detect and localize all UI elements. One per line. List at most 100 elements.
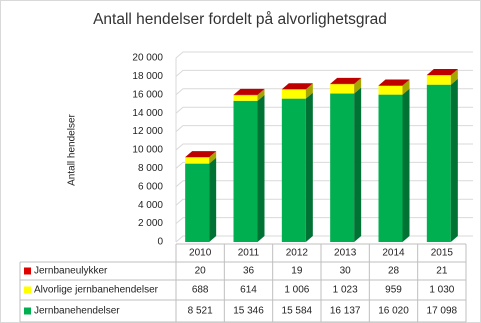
x-tick-label: 2012 <box>286 248 309 259</box>
bar <box>233 94 265 242</box>
bar-front <box>281 98 306 242</box>
bar-side <box>402 79 410 95</box>
bar-top <box>185 151 217 158</box>
bar <box>233 88 265 96</box>
data-label: 30 <box>340 266 352 277</box>
y-tick-label: 0 <box>157 237 163 248</box>
bar-front <box>426 75 451 85</box>
data-label: 15 584 <box>282 306 313 317</box>
grid-line <box>175 161 473 169</box>
bar <box>426 69 458 85</box>
bar-front <box>233 95 258 101</box>
bar-side <box>257 94 265 242</box>
bar-side <box>450 69 458 85</box>
data-label: 28 <box>388 266 400 277</box>
bar <box>330 87 362 242</box>
data-label: 1 006 <box>284 285 309 296</box>
bar <box>281 92 313 242</box>
bar-side <box>354 78 362 94</box>
bar-side <box>402 79 410 86</box>
y-tick-label: 16 000 <box>132 89 163 100</box>
bar-side <box>354 87 362 242</box>
y-tick-label: 14 000 <box>132 108 163 119</box>
bar-side <box>450 69 458 76</box>
bar <box>185 151 217 164</box>
y-tick-label: 2 000 <box>138 218 163 229</box>
x-tick-label: 2015 <box>431 248 454 259</box>
bar-side <box>450 78 458 243</box>
bar-side <box>402 88 410 242</box>
bar-side <box>354 77 362 85</box>
data-label: 614 <box>240 285 257 296</box>
legend-label: Jernbanehendelser <box>34 306 120 317</box>
bar-front <box>233 100 258 242</box>
bar-side <box>209 157 217 242</box>
data-label: 17 098 <box>427 306 458 317</box>
grid-line <box>175 88 473 96</box>
data-label: 8 521 <box>188 306 213 317</box>
grid-line <box>175 106 473 114</box>
data-label: 688 <box>192 285 209 296</box>
bar-side <box>209 151 217 158</box>
bar-front <box>185 163 210 242</box>
grid-line <box>175 69 473 77</box>
y-tick-label: 20 000 <box>132 53 163 64</box>
bar <box>426 69 458 76</box>
bar-side <box>305 83 313 99</box>
data-label: 959 <box>385 285 402 296</box>
grid-line <box>175 198 473 206</box>
grid-line <box>175 180 473 188</box>
legend-label: Alvorlige jernbanehendelser <box>34 285 159 296</box>
data-label: 1 023 <box>333 285 358 296</box>
data-label: 16 020 <box>378 306 409 317</box>
bar <box>378 79 410 95</box>
bar <box>330 78 362 94</box>
bar-front <box>330 93 355 242</box>
y-tick-label: 10 000 <box>132 145 163 156</box>
y-tick-label: 8 000 <box>138 163 163 174</box>
bar-front <box>378 85 403 95</box>
bar-top <box>378 79 410 86</box>
y-axis-label: Antall hendelser <box>67 113 78 185</box>
bar-top <box>233 88 265 95</box>
bar-front <box>426 84 451 243</box>
grid-line <box>175 143 473 151</box>
bar-top <box>281 83 313 90</box>
grid-line <box>175 51 473 59</box>
bar-front <box>281 89 306 99</box>
legend-key <box>24 267 31 275</box>
x-tick-label: 2010 <box>189 248 212 259</box>
legend-label: Jernbaneulykker <box>34 266 108 277</box>
bar-side <box>257 88 265 96</box>
bar-side <box>257 89 265 101</box>
bar <box>378 79 410 86</box>
data-label: 21 <box>436 266 448 277</box>
legend-key <box>24 307 31 315</box>
x-tick-label: 2014 <box>382 248 405 259</box>
x-tick-label: 2013 <box>334 248 357 259</box>
grid-line <box>175 217 473 224</box>
bar-front <box>330 84 355 94</box>
data-label: 15 346 <box>233 306 264 317</box>
y-tick-label: 4 000 <box>138 200 163 211</box>
data-label: 16 137 <box>330 306 361 317</box>
x-tick-label: 2011 <box>238 248 260 259</box>
legend-key <box>24 286 31 294</box>
bar-front <box>378 94 403 242</box>
data-label: 1 030 <box>429 285 454 296</box>
data-label: 20 <box>195 266 207 277</box>
bar-side <box>305 92 313 242</box>
bar-side <box>305 83 313 90</box>
y-tick-label: 6 000 <box>138 181 163 192</box>
y-tick-label: 12 000 <box>132 126 163 137</box>
bar <box>233 89 265 101</box>
data-label: 36 <box>243 266 255 277</box>
bar-front <box>185 157 210 164</box>
grid-line <box>175 125 473 132</box>
bar <box>378 88 410 242</box>
bar-top <box>330 77 362 84</box>
bar <box>281 83 313 99</box>
y-tick-label: 18 000 <box>132 71 163 82</box>
chart-title: Antall hendelser fordelt på alvorlighets… <box>93 11 387 28</box>
